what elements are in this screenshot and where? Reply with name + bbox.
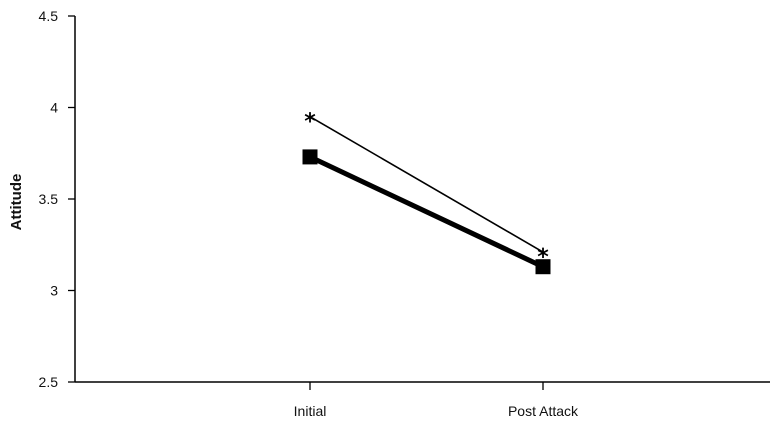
y-tick-label: 2.5 xyxy=(39,374,59,390)
data-point-star: * xyxy=(304,110,316,135)
x-ticks: Initial Post Attack xyxy=(294,382,579,419)
y-tick-label: 3.5 xyxy=(39,191,59,207)
y-tick-label: 3 xyxy=(50,283,58,299)
data-point-square xyxy=(302,149,318,165)
series-2 xyxy=(302,149,551,275)
y-ticks: 2.5 3 3.5 4 4.5 xyxy=(39,8,75,390)
y-tick-label: 4 xyxy=(50,100,58,116)
y-tick-label: 4.5 xyxy=(39,8,59,24)
series-layer: ** xyxy=(302,110,551,275)
y-axis-title: Attitude xyxy=(8,174,25,231)
series-1: ** xyxy=(304,110,549,270)
series-2-line xyxy=(308,154,545,269)
x-axis: Initial Post Attack xyxy=(75,381,770,419)
series-1-line xyxy=(309,115,544,253)
data-point-square xyxy=(535,259,551,275)
x-tick-label: Post Attack xyxy=(508,403,579,419)
x-tick-label: Initial xyxy=(294,403,327,419)
y-axis: 2.5 3 3.5 4 4.5 Attitude xyxy=(8,8,76,390)
